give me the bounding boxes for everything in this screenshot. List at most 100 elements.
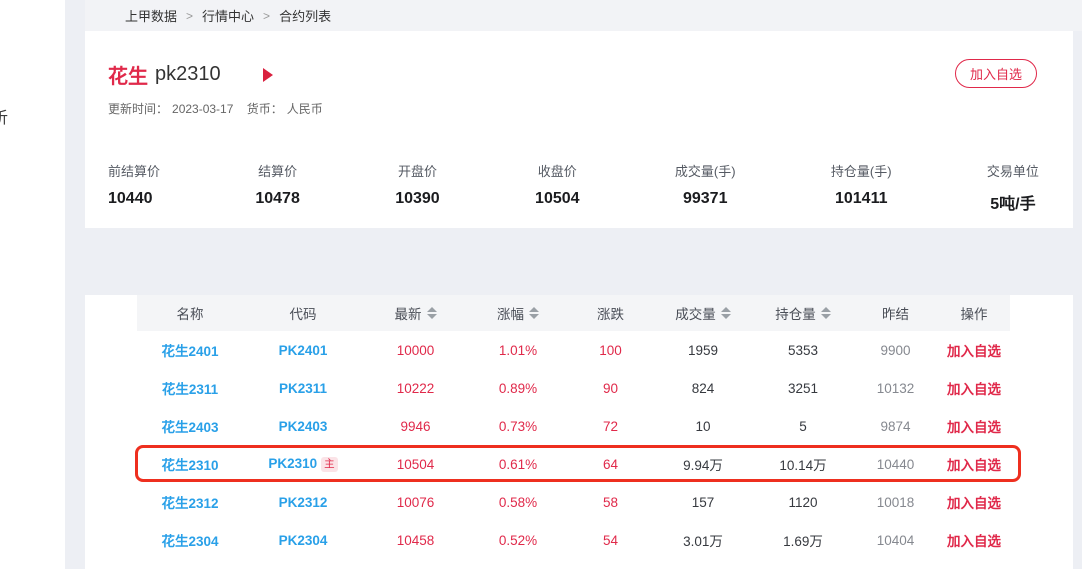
contract-name-link[interactable]: 花生2312 [161, 496, 219, 511]
stat-label: 持仓量(手) [830, 164, 892, 179]
table-header-row: 名称 代码 最新 涨幅 涨跌 成交量 持仓量 昨结 操作 [137, 295, 1010, 331]
breadcrumb: 上甲数据 > 行情中心 > 合约列表 [85, 0, 1082, 31]
add-watchlist-link[interactable]: 加入自选 [947, 496, 1001, 511]
volume: 9.94万 [683, 458, 723, 473]
stat-value: 10504 [535, 190, 580, 207]
breadcrumb-contract-list[interactable]: 合约列表 [279, 9, 332, 24]
stat-value: 10478 [255, 190, 300, 207]
stat-label: 交易单位 [986, 164, 1039, 179]
contract-name-link[interactable]: 花生2310 [161, 458, 219, 473]
column-header-code: 代码 [243, 303, 363, 323]
column-header-name: 名称 [137, 303, 243, 323]
prev-settle: 9874 [880, 418, 911, 434]
sidebar-partial-label[interactable]: 析 [0, 110, 9, 127]
main-content: 上甲数据 > 行情中心 > 合约列表 花生 pk2310 加入自选 更新时间： 2… [85, 0, 1082, 569]
product-name: 花生 [108, 66, 148, 88]
column-header-label: 操作 [960, 307, 988, 322]
volume: 3.01万 [683, 534, 723, 549]
column-header-change-pct[interactable]: 涨幅 [468, 303, 568, 323]
column-header-change: 涨跌 [568, 303, 653, 323]
contract-code-link[interactable]: PK2304 [278, 532, 328, 548]
latest-price: 10000 [396, 342, 435, 358]
column-header-label: 昨结 [882, 307, 909, 322]
update-time-label: 更新时间： [108, 102, 169, 116]
stat-label: 结算价 [258, 164, 298, 179]
latest-price: 10458 [396, 532, 435, 548]
latest-price: 10504 [396, 456, 435, 472]
column-header-label: 最新 [394, 307, 422, 322]
sort-icon [426, 307, 437, 319]
contract-table: 名称 代码 最新 涨幅 涨跌 成交量 持仓量 昨结 操作 花生2401 PK24… [135, 295, 1021, 559]
column-header-label: 代码 [289, 307, 317, 322]
stat-settle: 结算价 10478 [255, 161, 300, 214]
currency-value: 人民币 [286, 102, 323, 116]
column-header-label: 持仓量 [775, 307, 816, 322]
column-header-latest[interactable]: 最新 [363, 303, 468, 323]
stat-open-interest: 持仓量(手) 101411 [831, 161, 892, 214]
add-watchlist-link[interactable]: 加入自选 [947, 344, 1001, 359]
column-header-prev-settle: 昨结 [853, 303, 938, 323]
contract-name-link[interactable]: 花生2304 [161, 534, 219, 549]
change-value: 64 [602, 456, 619, 472]
change-value: 58 [602, 494, 619, 510]
latest-price: 9946 [400, 418, 431, 434]
breadcrumb-market-center[interactable]: 行情中心 [202, 9, 255, 24]
open-interest: 5353 [787, 342, 819, 358]
add-watchlist-link[interactable]: 加入自选 [947, 534, 1001, 549]
stat-label: 成交量(手) [674, 164, 736, 179]
currency-label: 货币： [246, 102, 283, 116]
column-header-label: 成交量 [675, 307, 716, 322]
change-pct: 1.01% [498, 342, 538, 358]
change-value: 100 [599, 342, 622, 358]
open-interest: 1.69万 [783, 534, 823, 549]
stat-value: 99371 [682, 190, 728, 207]
contract-code-link[interactable]: PK2311 [278, 380, 328, 396]
contract-code-link[interactable]: PK2403 [278, 418, 328, 434]
change-pct: 0.52% [498, 532, 538, 548]
column-header-action: 操作 [938, 303, 1010, 323]
stats-row: 前结算价 10440 结算价 10478 开盘价 10390 收盘价 10504… [85, 161, 1073, 214]
expand-arrow-icon[interactable] [262, 67, 273, 82]
table-row: 花生2311 PK2311 10222 0.89% 90 824 3251 10… [137, 369, 1010, 407]
add-watchlist-button[interactable]: 加入自选 [954, 59, 1037, 88]
breadcrumb-home[interactable]: 上甲数据 [125, 9, 178, 24]
stat-value: 10390 [395, 190, 440, 207]
contract-name-link[interactable]: 花生2403 [161, 420, 219, 435]
table-row: 花生2403 PK2403 9946 0.73% 72 10 5 9874 加入… [137, 407, 1010, 445]
meta-line: 更新时间： 2023-03-17 货币： 人民币 [108, 100, 1073, 117]
open-interest: 5 [799, 418, 807, 434]
add-watchlist-link[interactable]: 加入自选 [947, 420, 1001, 435]
stat-value: 10440 [108, 190, 153, 207]
column-header-label: 涨跌 [597, 307, 624, 322]
breadcrumb-separator: > [263, 8, 271, 23]
column-header-open-interest[interactable]: 持仓量 [753, 303, 853, 323]
page-title-contract-code: pk2310 [155, 63, 221, 85]
stat-open: 开盘价 10390 [395, 161, 440, 214]
column-header-volume[interactable]: 成交量 [653, 303, 753, 323]
prev-settle: 9900 [880, 342, 911, 358]
latest-price: 10076 [396, 494, 435, 510]
add-watchlist-link[interactable]: 加入自选 [947, 458, 1001, 473]
change-pct: 0.58% [498, 494, 538, 510]
stat-value: 5吨/手 [990, 196, 1036, 213]
contract-code-link[interactable]: PK2310 [268, 456, 318, 471]
contract-name-link[interactable]: 花生2401 [161, 344, 219, 359]
contract-code-link[interactable]: PK2312 [278, 494, 328, 510]
change-pct: 0.61% [498, 456, 538, 472]
change-value: 90 [602, 380, 619, 396]
table-row: 花生2304 PK2304 10458 0.52% 54 3.01万 1.69万… [137, 521, 1010, 559]
open-interest: 3251 [787, 380, 819, 396]
open-interest: 1120 [788, 494, 818, 510]
prev-settle: 10132 [876, 380, 915, 396]
stat-label: 收盘价 [537, 164, 577, 179]
add-watchlist-link[interactable]: 加入自选 [947, 382, 1001, 397]
stat-label: 开盘价 [397, 164, 437, 179]
contract-code-link[interactable]: PK2401 [278, 342, 328, 358]
left-sidebar: 析 [0, 0, 65, 569]
contract-name-link[interactable]: 花生2311 [161, 382, 219, 397]
contract-table-card: 名称 代码 最新 涨幅 涨跌 成交量 持仓量 昨结 操作 花生2401 PK24… [85, 295, 1073, 569]
table-row: 花生2401 PK2401 10000 1.01% 100 1959 5353 … [137, 331, 1010, 369]
stat-label: 前结算价 [108, 164, 161, 179]
volume: 824 [691, 380, 715, 396]
latest-price: 10222 [396, 380, 435, 396]
